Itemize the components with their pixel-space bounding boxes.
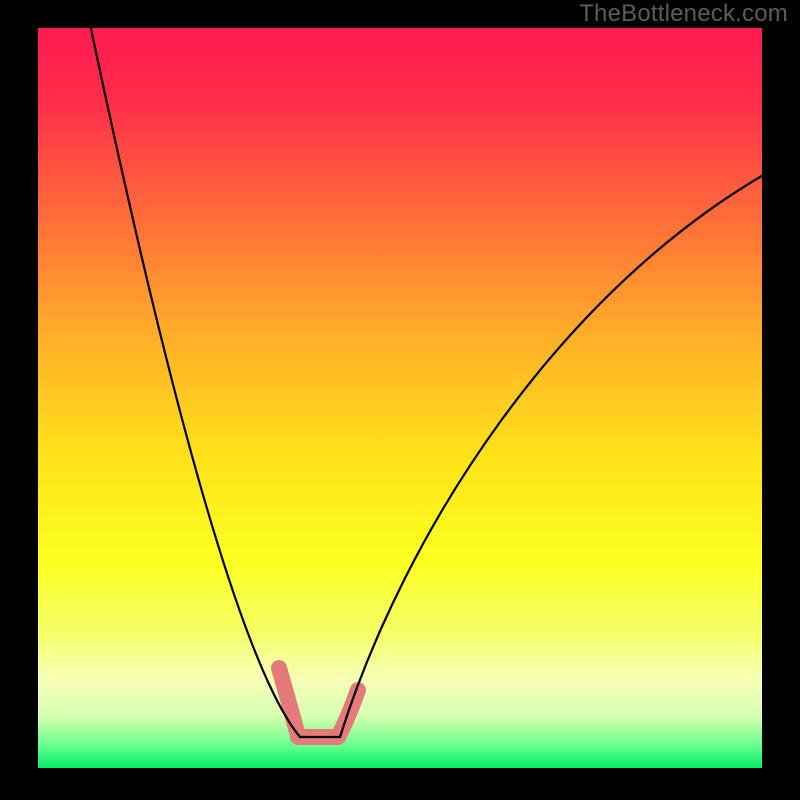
chart-plot-background — [38, 28, 762, 768]
chart-container: TheBottleneck.com — [0, 0, 800, 800]
bottleneck-chart — [0, 0, 800, 800]
watermark-text: TheBottleneck.com — [579, 0, 788, 28]
